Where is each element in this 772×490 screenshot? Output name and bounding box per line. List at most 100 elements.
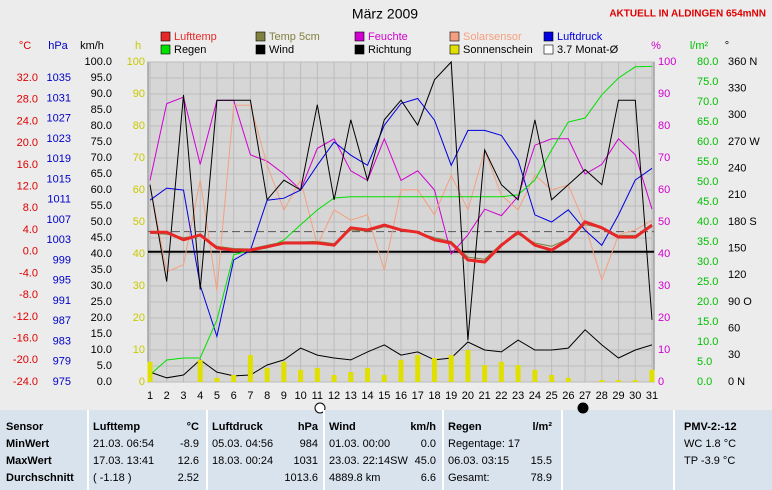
table-cell: ( -1.18 ) bbox=[93, 472, 132, 484]
y-tick-label: 40.0 bbox=[91, 248, 112, 260]
table-row-label: Durchschnitt bbox=[6, 472, 74, 484]
moon-icon bbox=[577, 402, 589, 414]
y-tick-label: 975 bbox=[53, 376, 71, 388]
legend-label: Regen bbox=[174, 44, 206, 56]
y-tick-label: 0 bbox=[658, 376, 664, 388]
y-tick-label: 100 bbox=[127, 56, 145, 68]
y-tick-label: 40 bbox=[658, 248, 670, 260]
y-tick-label: 70 bbox=[133, 152, 145, 164]
legend-label: 3.7 Monat-Ø bbox=[557, 44, 619, 56]
chart-subtitle: AKTUELL IN ALDINGEN 654mNN bbox=[609, 9, 766, 20]
y-tick-label: 8.0 bbox=[23, 202, 38, 214]
axis-title: km/h bbox=[80, 40, 104, 52]
y-tick-label: 40.0 bbox=[697, 216, 718, 228]
y-tick-label: 995 bbox=[53, 275, 71, 287]
y-tick-label: 20.0 bbox=[91, 312, 112, 324]
legend-swatch bbox=[354, 31, 365, 42]
table-cell: 6.6 bbox=[421, 472, 436, 484]
bar bbox=[565, 377, 571, 382]
table-header: Lufttemp bbox=[93, 421, 140, 433]
legend-label: Feuchte bbox=[368, 31, 408, 43]
x-tick-label: 13 bbox=[345, 390, 357, 402]
bar bbox=[616, 380, 622, 382]
legend-swatch bbox=[543, 31, 554, 42]
y-tick-label: 55.0 bbox=[697, 156, 718, 168]
y-tick-label: 60.0 bbox=[91, 184, 112, 196]
table-row-label: MinWert bbox=[6, 438, 50, 450]
y-tick-label: 25.0 bbox=[91, 296, 112, 308]
bar bbox=[314, 367, 320, 382]
y-tick-label: 10.0 bbox=[697, 336, 718, 348]
y-tick-label: 360 N bbox=[728, 56, 757, 68]
axis-title: % bbox=[651, 40, 661, 52]
bar bbox=[465, 350, 471, 382]
y-tick-label: 1031 bbox=[47, 92, 71, 104]
y-tick-label: 35.0 bbox=[697, 236, 718, 248]
x-tick-label: 6 bbox=[231, 390, 237, 402]
table-cell: 1031 bbox=[294, 455, 318, 467]
table-cell: 78.9 bbox=[531, 472, 552, 484]
y-tick-label: 30 bbox=[133, 280, 145, 292]
y-tick-label: -20.0 bbox=[13, 354, 38, 366]
x-tick-label: 19 bbox=[445, 390, 457, 402]
y-tick-label: 28.0 bbox=[17, 94, 38, 106]
legend-label: Luftdruck bbox=[557, 31, 603, 43]
y-tick-label: 0 bbox=[139, 376, 145, 388]
y-tick-label: 16.0 bbox=[17, 159, 38, 171]
table-cell: -8.9 bbox=[180, 438, 199, 450]
y-tick-label: 0 N bbox=[728, 376, 745, 388]
y-tick-label: 1027 bbox=[47, 113, 71, 125]
bar bbox=[231, 374, 237, 382]
y-tick-label: 30 bbox=[658, 280, 670, 292]
table-background bbox=[0, 410, 772, 490]
y-tick-label: 60 bbox=[133, 184, 145, 196]
y-tick-label: 991 bbox=[53, 295, 71, 307]
x-tick-label: 14 bbox=[361, 390, 373, 402]
bar bbox=[214, 377, 220, 382]
legend-label: Lufttemp bbox=[174, 31, 217, 43]
y-tick-label: 5.0 bbox=[97, 360, 112, 372]
y-tick-label: 1011 bbox=[47, 194, 71, 206]
table-header: Wind bbox=[329, 421, 356, 433]
table-cell: 23.03. 22:14SW bbox=[329, 455, 409, 467]
series-line bbox=[150, 220, 653, 264]
moon-icon bbox=[314, 402, 326, 414]
x-tick-label: 12 bbox=[328, 390, 340, 402]
table-cell: 18.03. 00:24 bbox=[212, 455, 273, 467]
legend-swatch bbox=[160, 31, 171, 42]
x-tick-label: 30 bbox=[629, 390, 641, 402]
y-tick-label: 24.0 bbox=[17, 115, 38, 127]
y-tick-label: 65.0 bbox=[91, 168, 112, 180]
y-tick-label: 30 bbox=[728, 349, 740, 361]
y-tick-label: 1007 bbox=[47, 214, 71, 226]
series-line bbox=[149, 65, 653, 376]
x-tick-label: 23 bbox=[512, 390, 524, 402]
legend-label: Temp 5cm bbox=[269, 31, 320, 43]
table-cell: 0.0 bbox=[421, 438, 436, 450]
x-tick-label: 24 bbox=[529, 390, 541, 402]
legend-swatch bbox=[543, 44, 554, 55]
y-tick-label: 50.0 bbox=[91, 216, 112, 228]
table-cell: 06.03. 03:15 bbox=[448, 455, 509, 467]
table-cell: Regentage: 17 bbox=[448, 438, 520, 450]
bar bbox=[599, 380, 605, 382]
y-tick-label: 90 O bbox=[728, 296, 752, 308]
table-header: Sensor bbox=[6, 421, 44, 433]
bar bbox=[298, 369, 304, 382]
y-tick-label: 1019 bbox=[47, 153, 71, 165]
bar bbox=[632, 380, 638, 382]
x-tick-label: 11 bbox=[312, 390, 323, 402]
axis-title: ° bbox=[725, 40, 729, 52]
y-tick-label: 979 bbox=[53, 356, 71, 368]
y-tick-label: 10.0 bbox=[91, 344, 112, 356]
x-tick-label: 16 bbox=[395, 390, 407, 402]
legend-label: Sonnenschein bbox=[463, 44, 533, 56]
legend-label: Solarsensor bbox=[463, 31, 522, 43]
x-tick-label: 26 bbox=[562, 390, 574, 402]
y-tick-label: 210 bbox=[728, 189, 746, 201]
y-tick-label: -8.0 bbox=[19, 289, 38, 301]
x-tick-label: 21 bbox=[479, 390, 491, 402]
legend-swatch bbox=[449, 31, 460, 42]
y-tick-label: 60 bbox=[728, 323, 740, 335]
